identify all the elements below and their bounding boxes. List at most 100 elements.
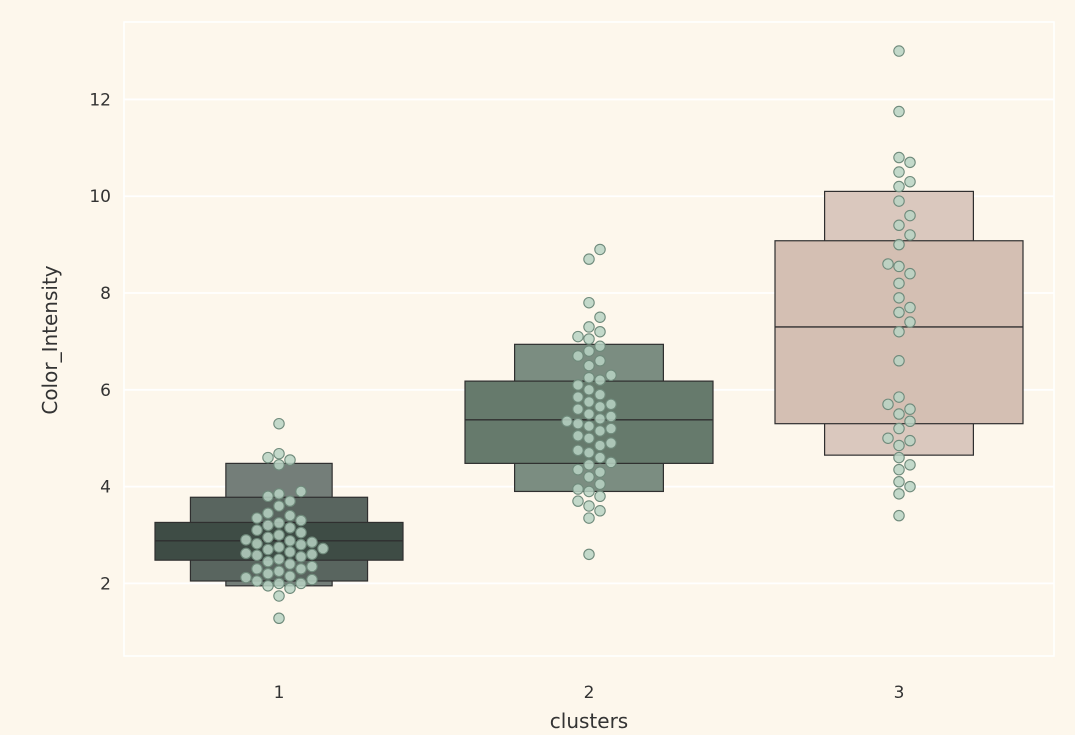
swarm-point [594,311,606,323]
swarm-point [262,531,274,544]
swarm-point [251,575,263,587]
swarm-point [893,238,905,251]
swarm-point [572,483,584,495]
swarm-point [605,410,617,423]
swarm-point [893,105,905,118]
swarm-point [904,301,916,314]
swarm-point [306,548,318,561]
y-tick-label: 12 [89,90,111,110]
swarm-point [295,526,307,539]
swarm-point [583,384,595,396]
swarm-point [572,417,584,430]
swarm-point [904,229,916,241]
swarm-point [594,439,606,452]
swarm-point [583,371,595,384]
swarm-point [273,590,285,602]
swarm-point [572,495,584,507]
y-tick-label: 2 [100,574,111,594]
swarm-point [893,509,905,522]
x-tick-label: 2 [584,683,595,703]
swarm-point [317,542,329,555]
swarm-point [262,555,274,568]
swarm-point [583,359,595,372]
swarm-point [904,403,916,415]
swarm-point [284,521,296,534]
swarm-point [583,420,595,432]
swarm-point [262,519,274,532]
swarm-point [273,517,285,529]
swarm-point [594,401,606,413]
swarm-point [594,325,606,338]
swarm-point [273,459,285,471]
swarm-point [306,536,318,549]
swarm-point [273,417,285,430]
swarm-point [893,439,905,452]
swarm-point [904,316,916,328]
swarm-point [273,577,285,590]
x-tick-label: 3 [894,683,905,703]
swarm-point [594,355,606,367]
swarm-point [605,398,617,411]
swarm-point [251,549,263,562]
y-tick-label: 10 [89,187,111,207]
swarm-point [904,209,916,222]
swarm-point [893,355,905,367]
swarm-point [273,529,285,541]
swarm-point [251,563,263,575]
swarm-point [893,391,905,403]
swarm-point [295,514,307,527]
swarm-point [572,391,584,403]
swarm-point [572,350,584,362]
y-axis-label: Color_Intensity [38,265,62,414]
swarm-point [594,490,606,503]
swarm-point [273,565,285,578]
swarm-point [893,463,905,476]
swarm-point [273,541,285,553]
swarm-point [262,451,274,464]
swarm-point [893,408,905,420]
swarm-point [605,437,617,449]
swarm-point [295,563,307,575]
swarm-point [251,524,263,536]
swarm-point [583,408,595,420]
swarm-point [284,582,296,594]
swarm-point [904,434,916,447]
swarm-point [273,447,285,460]
swarm-point [273,488,285,500]
swarm-point [295,551,307,563]
swarm-point [904,415,916,428]
swarm-point [284,570,296,582]
swarm-point [240,571,252,584]
swarm-point [605,456,617,469]
swarm-point [594,478,606,490]
swarm-point [572,403,584,415]
swarm-points [240,45,916,625]
swarm-point [572,444,584,457]
swarm-point [904,156,916,169]
swarm-point [306,573,318,586]
swarm-point [295,577,307,590]
swarm-point [284,495,296,507]
swarm-point [583,296,595,309]
swarm-point [605,422,617,435]
swarm-point [583,432,595,444]
swarm-point [262,490,274,503]
swarm-point [295,485,307,498]
y-tick-label: 6 [100,381,111,401]
swarm-point [594,466,606,478]
swarm-point [583,333,595,345]
swarm-point [240,534,252,546]
swarm-point [273,553,285,565]
swarm-point [594,425,606,437]
swarm-point [240,547,252,560]
swarm-point [262,580,274,592]
x-tick-label: 1 [274,683,285,703]
swarm-point [594,340,606,353]
swarm-point [893,488,905,500]
swarm-point [594,505,606,517]
swarm-point [893,325,905,338]
swarm-point [893,195,905,207]
swarm-point [583,446,595,459]
